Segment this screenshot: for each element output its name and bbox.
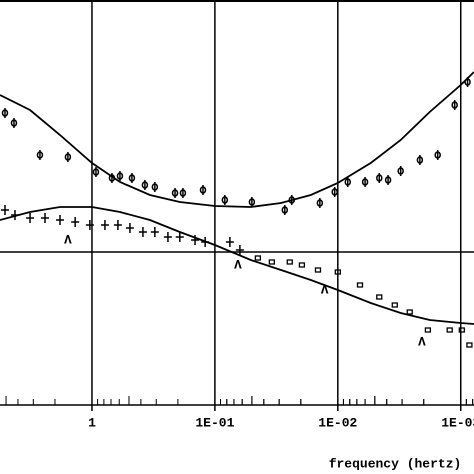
x-tick-label: 1E-03 bbox=[441, 415, 474, 430]
plus-point bbox=[0, 205, 9, 215]
x-tick-label: 1E-02 bbox=[318, 415, 357, 430]
circle-cross-point bbox=[36, 150, 44, 160]
circle-cross-point bbox=[151, 182, 159, 192]
circle-cross-point bbox=[288, 195, 295, 205]
circle-cross-point bbox=[331, 187, 338, 197]
circle-cross-point bbox=[108, 173, 116, 183]
plus-point bbox=[163, 232, 172, 242]
circle-cross-point bbox=[199, 185, 207, 195]
plus-point bbox=[138, 227, 147, 237]
circle-cross-point bbox=[10, 118, 18, 128]
square-point bbox=[254, 255, 262, 261]
circle-cross-point bbox=[179, 188, 187, 198]
square-point bbox=[458, 327, 465, 333]
square-point bbox=[298, 262, 306, 268]
circle-cross-point bbox=[171, 188, 179, 198]
square-point bbox=[376, 294, 383, 300]
circle-cross-point bbox=[384, 175, 392, 185]
plus-point bbox=[113, 220, 122, 230]
plus-point bbox=[201, 237, 210, 247]
model-curve bbox=[0, 206, 474, 325]
model-curve bbox=[0, 71, 474, 208]
annotation: Λ bbox=[234, 257, 242, 272]
circle-cross-point bbox=[64, 152, 72, 162]
plus-point bbox=[41, 213, 50, 223]
square-point bbox=[286, 259, 293, 265]
circle-cross-point bbox=[316, 198, 324, 208]
square-point bbox=[446, 327, 453, 333]
circle-cross-point bbox=[248, 197, 256, 207]
plus-point bbox=[125, 223, 134, 233]
plus-point bbox=[175, 232, 184, 242]
plus-point bbox=[191, 235, 200, 245]
plus-point bbox=[10, 210, 19, 220]
circle-cross-point bbox=[344, 177, 352, 187]
plus-point bbox=[100, 220, 109, 230]
circle-cross-point bbox=[281, 205, 289, 215]
circle-cross-point bbox=[434, 150, 441, 160]
square-point bbox=[391, 302, 398, 308]
circle-cross-point bbox=[361, 177, 369, 187]
square-point bbox=[268, 259, 276, 265]
x-tick-label: 1 bbox=[88, 415, 96, 430]
square-point bbox=[406, 309, 413, 315]
circle-cross-point bbox=[221, 195, 229, 205]
square-point bbox=[314, 267, 322, 273]
circle-cross-point bbox=[116, 171, 124, 181]
circle-cross-point bbox=[464, 77, 471, 87]
square-point bbox=[334, 269, 341, 275]
x-axis-label: frequency (hertz) bbox=[329, 456, 462, 471]
plus-point bbox=[26, 213, 35, 223]
plus-point bbox=[85, 220, 94, 230]
square-point bbox=[466, 342, 473, 348]
plus-point bbox=[225, 237, 234, 247]
circle-cross-point bbox=[141, 180, 149, 190]
circle-cross-point bbox=[1, 108, 9, 118]
plus-point bbox=[235, 245, 244, 255]
plus-point bbox=[56, 215, 65, 225]
circle-cross-point bbox=[376, 173, 383, 183]
square-point bbox=[424, 327, 432, 333]
square-point bbox=[356, 282, 364, 288]
circle-cross-point bbox=[92, 167, 100, 177]
x-tick-label: 1E-01 bbox=[195, 415, 234, 430]
annotation: Λ bbox=[64, 232, 72, 247]
circle-cross-point bbox=[397, 166, 404, 176]
plus-point bbox=[71, 217, 80, 227]
circle-cross-point bbox=[128, 173, 136, 183]
circle-cross-point bbox=[451, 100, 458, 110]
annotation: Λ bbox=[418, 334, 426, 349]
annotation: Λ bbox=[321, 282, 329, 297]
plus-point bbox=[150, 227, 159, 237]
circle-cross-point bbox=[416, 155, 424, 165]
